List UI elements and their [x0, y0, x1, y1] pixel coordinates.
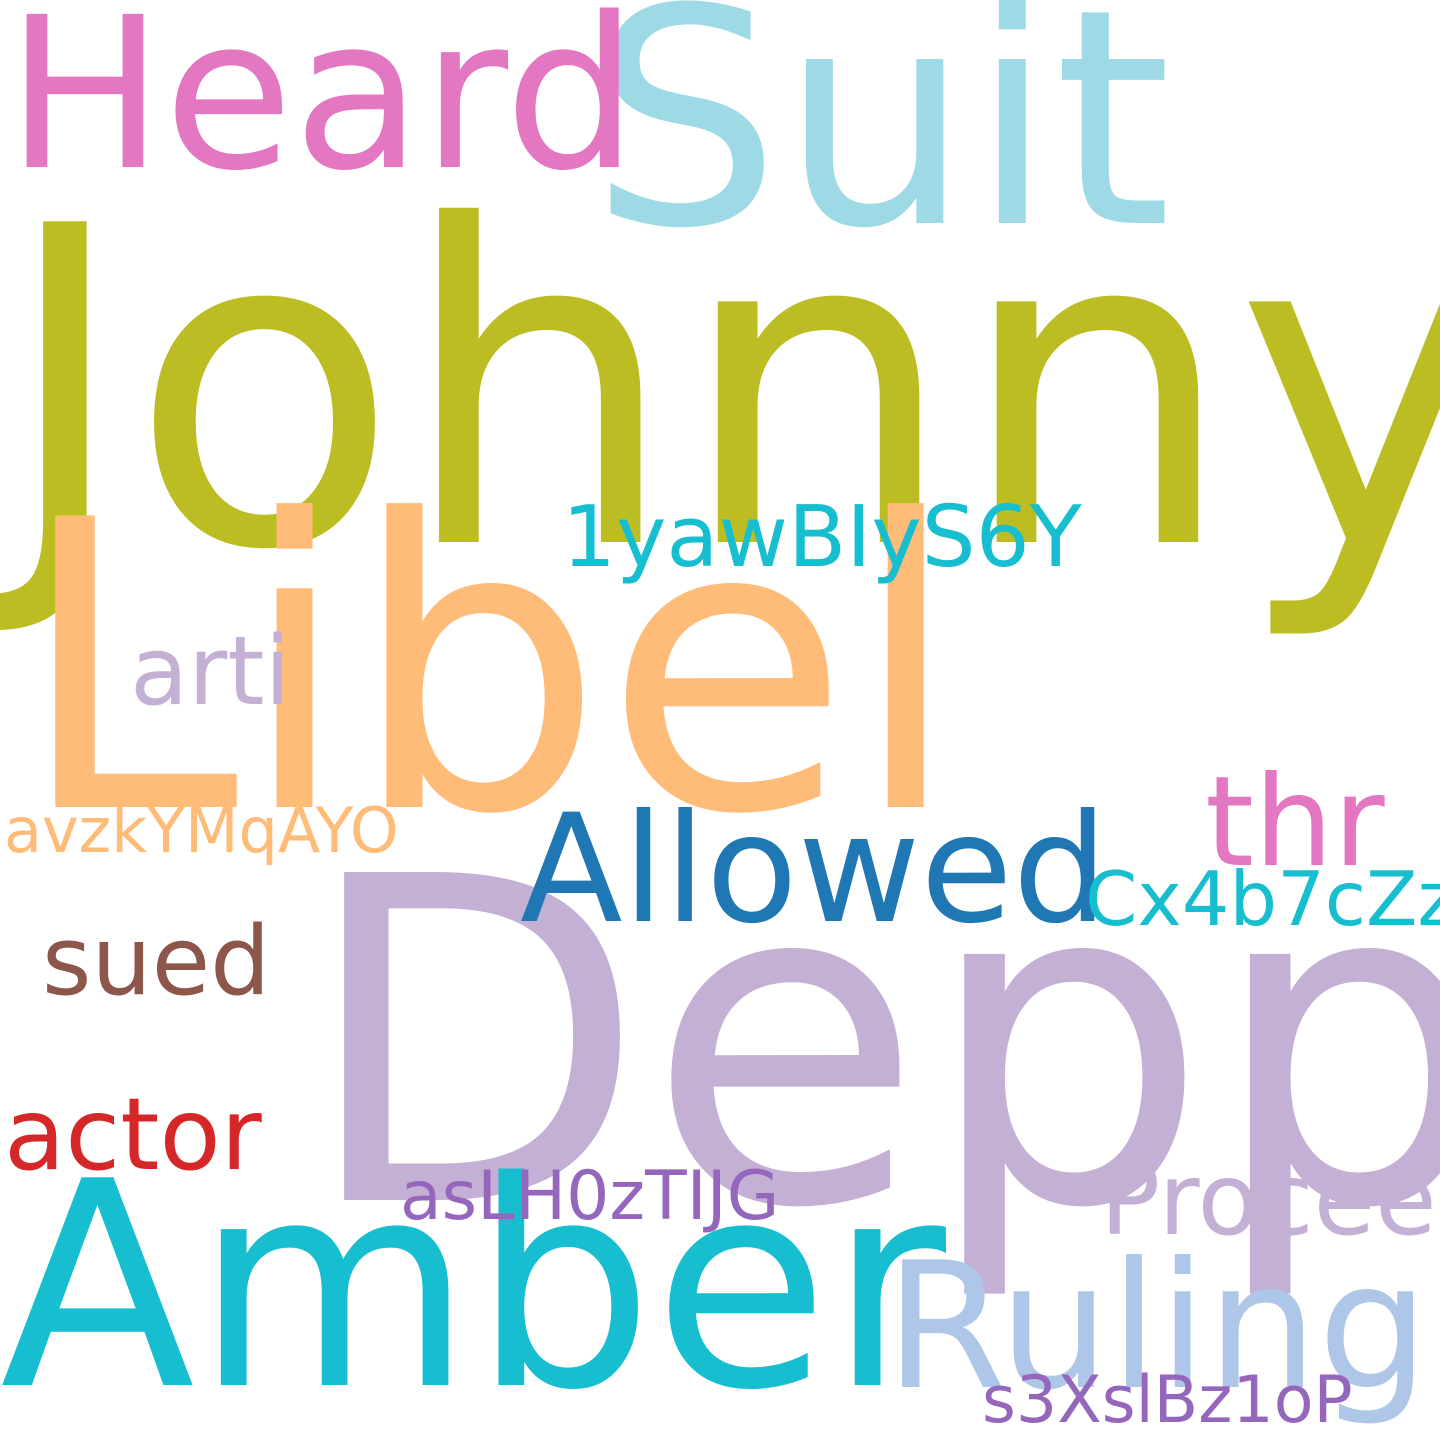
word-heard: Heard: [6, 0, 638, 217]
word-thr: thr: [1205, 750, 1385, 895]
word-libel: Libel: [16, 437, 962, 902]
word-depp: Depp: [300, 783, 1440, 1307]
word-actor: actor: [4, 1076, 262, 1193]
word-cx4b7czzjs: Cx4b7cZzjS: [1085, 855, 1440, 943]
word-sued: sued: [42, 907, 271, 1017]
word-johnny: Johnny: [0, 134, 1440, 646]
word-arti: arti: [130, 617, 291, 727]
word-1yawbiys6y: 1yawBIyS6Y: [562, 488, 1082, 587]
word-s3xslbz1op: s3XslBz1oP: [982, 1363, 1353, 1438]
word-aslh0ztijg: asLH0zTIJG: [400, 1157, 780, 1236]
word-avzkymqayo: avzkYMqAYO: [4, 794, 399, 867]
word-amber: Amber: [0, 1121, 947, 1440]
word-proceed: Proceed: [1100, 1141, 1440, 1258]
word-suit: Suit: [590, 0, 1172, 294]
word-allowed: Allowed: [520, 783, 1108, 957]
word-ruling: Ruling: [885, 1226, 1429, 1429]
